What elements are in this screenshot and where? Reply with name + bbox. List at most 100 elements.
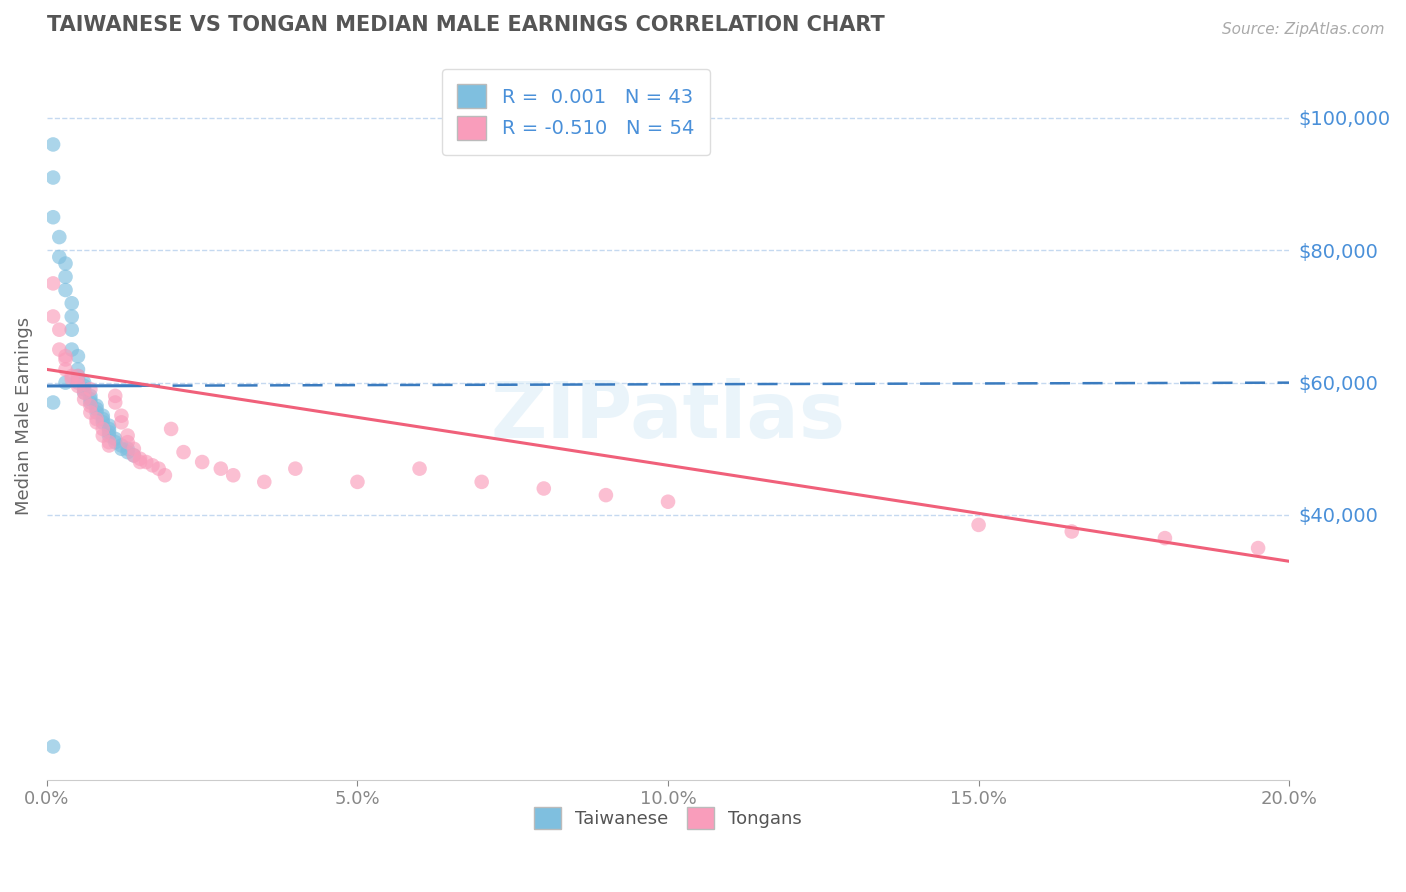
Point [66,376,89,390]
Point [148,461,170,475]
Point [1247,541,1270,555]
Point [110,442,132,456]
Point [66,372,89,386]
Point [967,517,990,532]
Point [191,455,214,469]
Point [110,415,132,429]
Point [408,461,430,475]
Point [86,412,108,426]
Point [79,399,101,413]
Y-axis label: Median Male Earnings: Median Male Earnings [15,317,32,515]
Point [346,475,368,489]
Point [73,379,96,393]
Point [122,442,145,456]
Point [117,445,139,459]
Point [98,422,121,436]
Point [42,170,65,185]
Point [42,310,65,324]
Point [66,379,89,393]
Point [160,422,183,436]
Point [91,428,114,442]
Point [55,283,77,297]
Point [66,369,89,384]
Point [1154,531,1177,545]
Point [657,494,679,508]
Point [66,349,89,363]
Point [104,389,127,403]
Point [60,296,83,310]
Point [79,392,101,407]
Point [110,438,132,452]
Point [55,256,77,270]
Point [79,389,101,403]
Point [79,395,101,409]
Point [86,405,108,419]
Point [73,392,96,407]
Point [129,451,152,466]
Point [173,445,195,459]
Point [104,435,127,450]
Point [533,482,555,496]
Point [60,369,83,384]
Point [98,428,121,442]
Point [91,415,114,429]
Text: ZIPatlas: ZIPatlas [491,377,845,454]
Point [86,399,108,413]
Point [253,475,276,489]
Point [42,137,65,152]
Legend: Taiwanese, Tongans: Taiwanese, Tongans [527,799,810,836]
Point [117,428,139,442]
Point [98,435,121,450]
Point [79,382,101,396]
Text: Source: ZipAtlas.com: Source: ZipAtlas.com [1222,22,1385,37]
Point [66,362,89,376]
Point [60,372,83,386]
Point [284,461,307,475]
Point [153,468,176,483]
Point [98,438,121,452]
Point [104,432,127,446]
Point [98,425,121,440]
Point [209,461,232,475]
Point [55,349,77,363]
Text: TAIWANESE VS TONGAN MEDIAN MALE EARNINGS CORRELATION CHART: TAIWANESE VS TONGAN MEDIAN MALE EARNINGS… [46,15,884,35]
Point [42,277,65,291]
Point [222,468,245,483]
Point [122,449,145,463]
Point [48,343,70,357]
Point [117,435,139,450]
Point [48,323,70,337]
Point [60,323,83,337]
Point [42,211,65,225]
Point [141,458,163,473]
Point [55,269,77,284]
Point [60,343,83,357]
Point [117,442,139,456]
Point [91,422,114,436]
Point [91,412,114,426]
Point [73,385,96,400]
Point [48,230,70,244]
Point [129,455,152,469]
Point [86,415,108,429]
Point [42,395,65,409]
Point [98,418,121,433]
Point [60,310,83,324]
Point [73,385,96,400]
Point [66,369,89,384]
Point [122,449,145,463]
Point [595,488,617,502]
Point [42,739,65,754]
Point [48,250,70,264]
Point [104,395,127,409]
Point [79,405,101,419]
Point [73,376,96,390]
Point [55,376,77,390]
Point [135,455,157,469]
Point [1060,524,1083,539]
Point [86,402,108,417]
Point [91,409,114,423]
Point [110,409,132,423]
Point [471,475,494,489]
Point [55,352,77,367]
